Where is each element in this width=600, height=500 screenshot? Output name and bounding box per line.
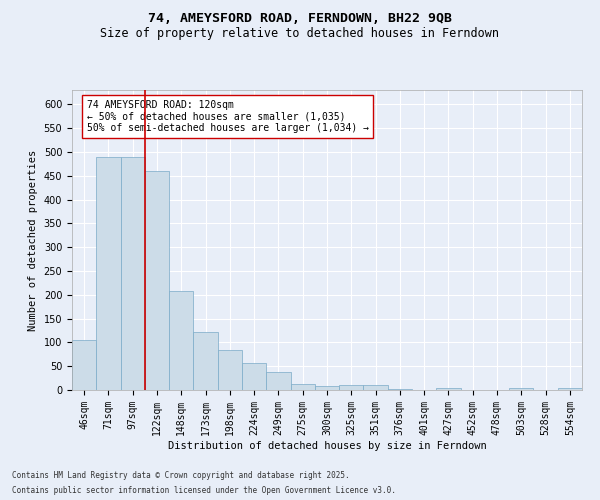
- Text: Contains public sector information licensed under the Open Government Licence v3: Contains public sector information licen…: [12, 486, 396, 495]
- Bar: [290, 384, 315, 390]
- Bar: [315, 386, 339, 390]
- Bar: [436, 388, 461, 390]
- Bar: [218, 350, 242, 390]
- Bar: [145, 171, 169, 390]
- Bar: [364, 385, 388, 390]
- Text: 74, AMEYSFORD ROAD, FERNDOWN, BH22 9QB: 74, AMEYSFORD ROAD, FERNDOWN, BH22 9QB: [148, 12, 452, 26]
- Bar: [388, 388, 412, 390]
- X-axis label: Distribution of detached houses by size in Ferndown: Distribution of detached houses by size …: [167, 440, 487, 450]
- Text: 74 AMEYSFORD ROAD: 120sqm
← 50% of detached houses are smaller (1,035)
50% of se: 74 AMEYSFORD ROAD: 120sqm ← 50% of detac…: [86, 100, 368, 132]
- Bar: [509, 388, 533, 390]
- Bar: [558, 388, 582, 390]
- Bar: [242, 363, 266, 390]
- Text: Size of property relative to detached houses in Ferndown: Size of property relative to detached ho…: [101, 28, 499, 40]
- Y-axis label: Number of detached properties: Number of detached properties: [28, 150, 38, 330]
- Bar: [96, 156, 121, 390]
- Bar: [169, 292, 193, 390]
- Bar: [121, 156, 145, 390]
- Text: Contains HM Land Registry data © Crown copyright and database right 2025.: Contains HM Land Registry data © Crown c…: [12, 471, 350, 480]
- Bar: [193, 332, 218, 390]
- Bar: [339, 385, 364, 390]
- Bar: [72, 340, 96, 390]
- Bar: [266, 372, 290, 390]
